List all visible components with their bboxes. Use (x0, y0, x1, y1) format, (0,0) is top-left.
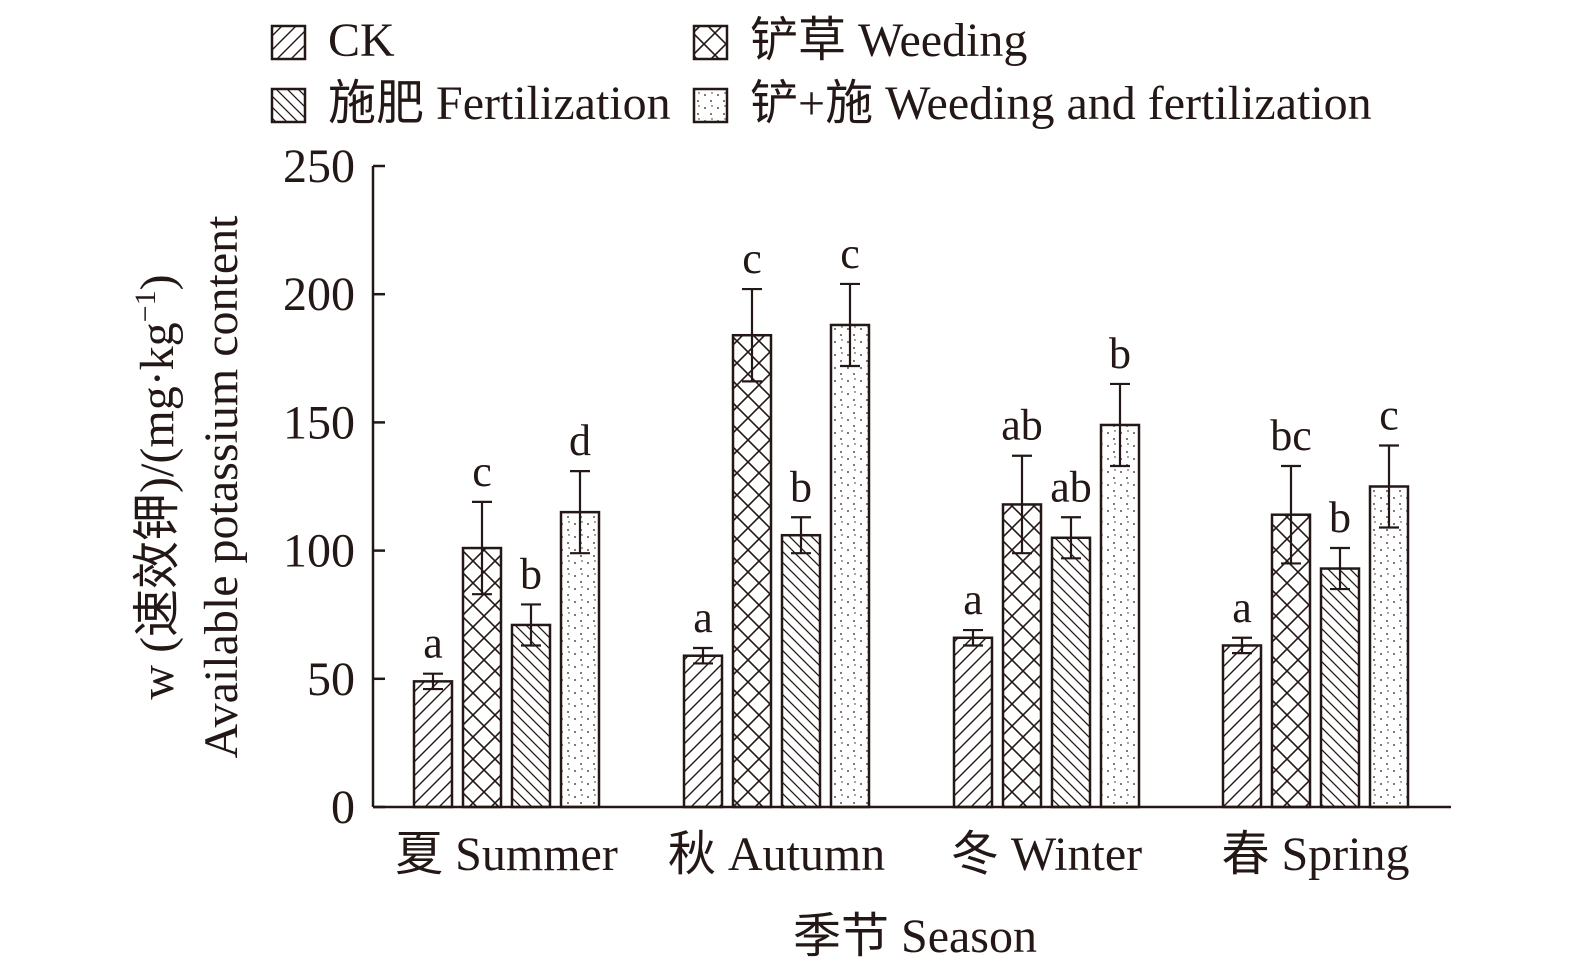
axes: 0 50 100 150 200 250 (283, 140, 1451, 834)
error-bar-4-4 (1379, 444, 1399, 529)
y-axis-title: w (速效钾)/(mg·kg−1) Available potassium co… (129, 215, 248, 759)
significance-label-3-1: b (520, 549, 542, 598)
significance-label-1-3: a (963, 575, 983, 624)
legend-swatch (692, 24, 729, 61)
category-label-1: 夏 Summer (395, 828, 618, 881)
y-axis-title-sup: −1 (129, 290, 162, 322)
error-bar-2-4 (1281, 464, 1301, 565)
bar-3-3 (1050, 536, 1092, 809)
y-tick-label-200: 200 (283, 268, 355, 321)
significance-label-2-4: bc (1270, 411, 1312, 460)
error-bar-3-4 (1330, 546, 1350, 591)
significance-label-1-2: a (693, 593, 713, 642)
significance-label-4-3: b (1109, 329, 1131, 378)
significance-label-3-3: ab (1050, 462, 1092, 511)
error-bar-2-2 (742, 287, 762, 383)
significance-label-2-2: c (742, 234, 762, 283)
error-bar-4-2 (840, 282, 860, 368)
significance-label-1-4: a (1232, 583, 1252, 632)
error-bar-3-3 (1061, 516, 1081, 560)
y-axis-title-line1: w (速效钾)/(mg·kg (131, 322, 184, 699)
legend-swatch (270, 87, 307, 124)
legend-item-3: 施肥 Fertilization (270, 77, 671, 130)
y-tick-label-0: 0 (331, 781, 355, 834)
y-axis-title-close: ) (131, 274, 184, 290)
category-label-3: 冬 Winter (951, 828, 1142, 881)
error-bar-4-3 (1110, 382, 1130, 468)
x-axis-title: 季节 Season (793, 910, 1037, 963)
legend-swatch (270, 24, 307, 61)
significance-label-1-1: a (423, 619, 443, 668)
bar-1-1 (412, 680, 454, 809)
significance-label-4-2: c (840, 229, 860, 278)
bar-3-1 (510, 623, 552, 809)
bars (412, 282, 1410, 809)
y-tick-label-100: 100 (283, 525, 355, 578)
significance-label-3-2: b (790, 462, 812, 511)
y-tick-label-250: 250 (283, 140, 355, 193)
y-tick-label-50: 50 (307, 653, 355, 706)
legend-label: 铲草 Weeding (750, 14, 1027, 67)
bar-4-2 (829, 323, 871, 809)
legend-label: CK (328, 14, 395, 67)
category-label-2: 秋 Autumn (668, 828, 885, 881)
bar-2-2 (731, 333, 773, 809)
error-bar-1-3 (963, 628, 983, 647)
error-bar-3-2 (791, 516, 811, 555)
bar-1-2 (682, 654, 724, 809)
error-bar-2-3 (1012, 454, 1032, 555)
y-axis-title-line2: Available potassium content (195, 215, 248, 759)
legend-swatch (692, 87, 729, 124)
error-bar-4-1 (570, 470, 590, 555)
category-label-4: 春 Spring (1221, 828, 1409, 881)
legend: CK 铲草 Weeding 施肥 Fertilization 铲+施 Weeding … (270, 14, 1372, 130)
significance-label-4-1: d (569, 416, 591, 465)
bar-3-4 (1319, 567, 1361, 809)
significance-label-2-1: c (472, 447, 492, 496)
significance-label-2-3: ab (1001, 401, 1043, 450)
significance-label-3-4: b (1329, 493, 1351, 542)
y-tick-label-150: 150 (283, 396, 355, 449)
legend-item-4: 铲+施 Weeding and fertilization (692, 77, 1372, 130)
error-bar-3-1 (521, 603, 541, 647)
bar-1-4 (1221, 644, 1263, 809)
bar-3-2 (780, 533, 822, 809)
error-bar-1-2 (693, 646, 713, 665)
legend-item-2: 铲草 Weeding (692, 14, 1027, 67)
legend-label: 铲+施 Weeding and fertilization (750, 77, 1372, 130)
bar-4-4 (1368, 485, 1410, 809)
legend-item-1: CK (270, 14, 395, 67)
error-bar-2-1 (472, 500, 492, 596)
bar-4-3 (1099, 423, 1141, 809)
bar-1-3 (952, 636, 994, 809)
error-bar-1-4 (1232, 636, 1252, 655)
svg-text:w (速效钾)/(mg·kg−1): w (速效钾)/(mg·kg−1) (129, 274, 184, 699)
significance-label-4-4: c (1379, 390, 1399, 439)
error-bar-1-1 (423, 672, 443, 691)
bar-4-1 (559, 510, 601, 809)
legend-label: 施肥 Fertilization (328, 77, 671, 130)
